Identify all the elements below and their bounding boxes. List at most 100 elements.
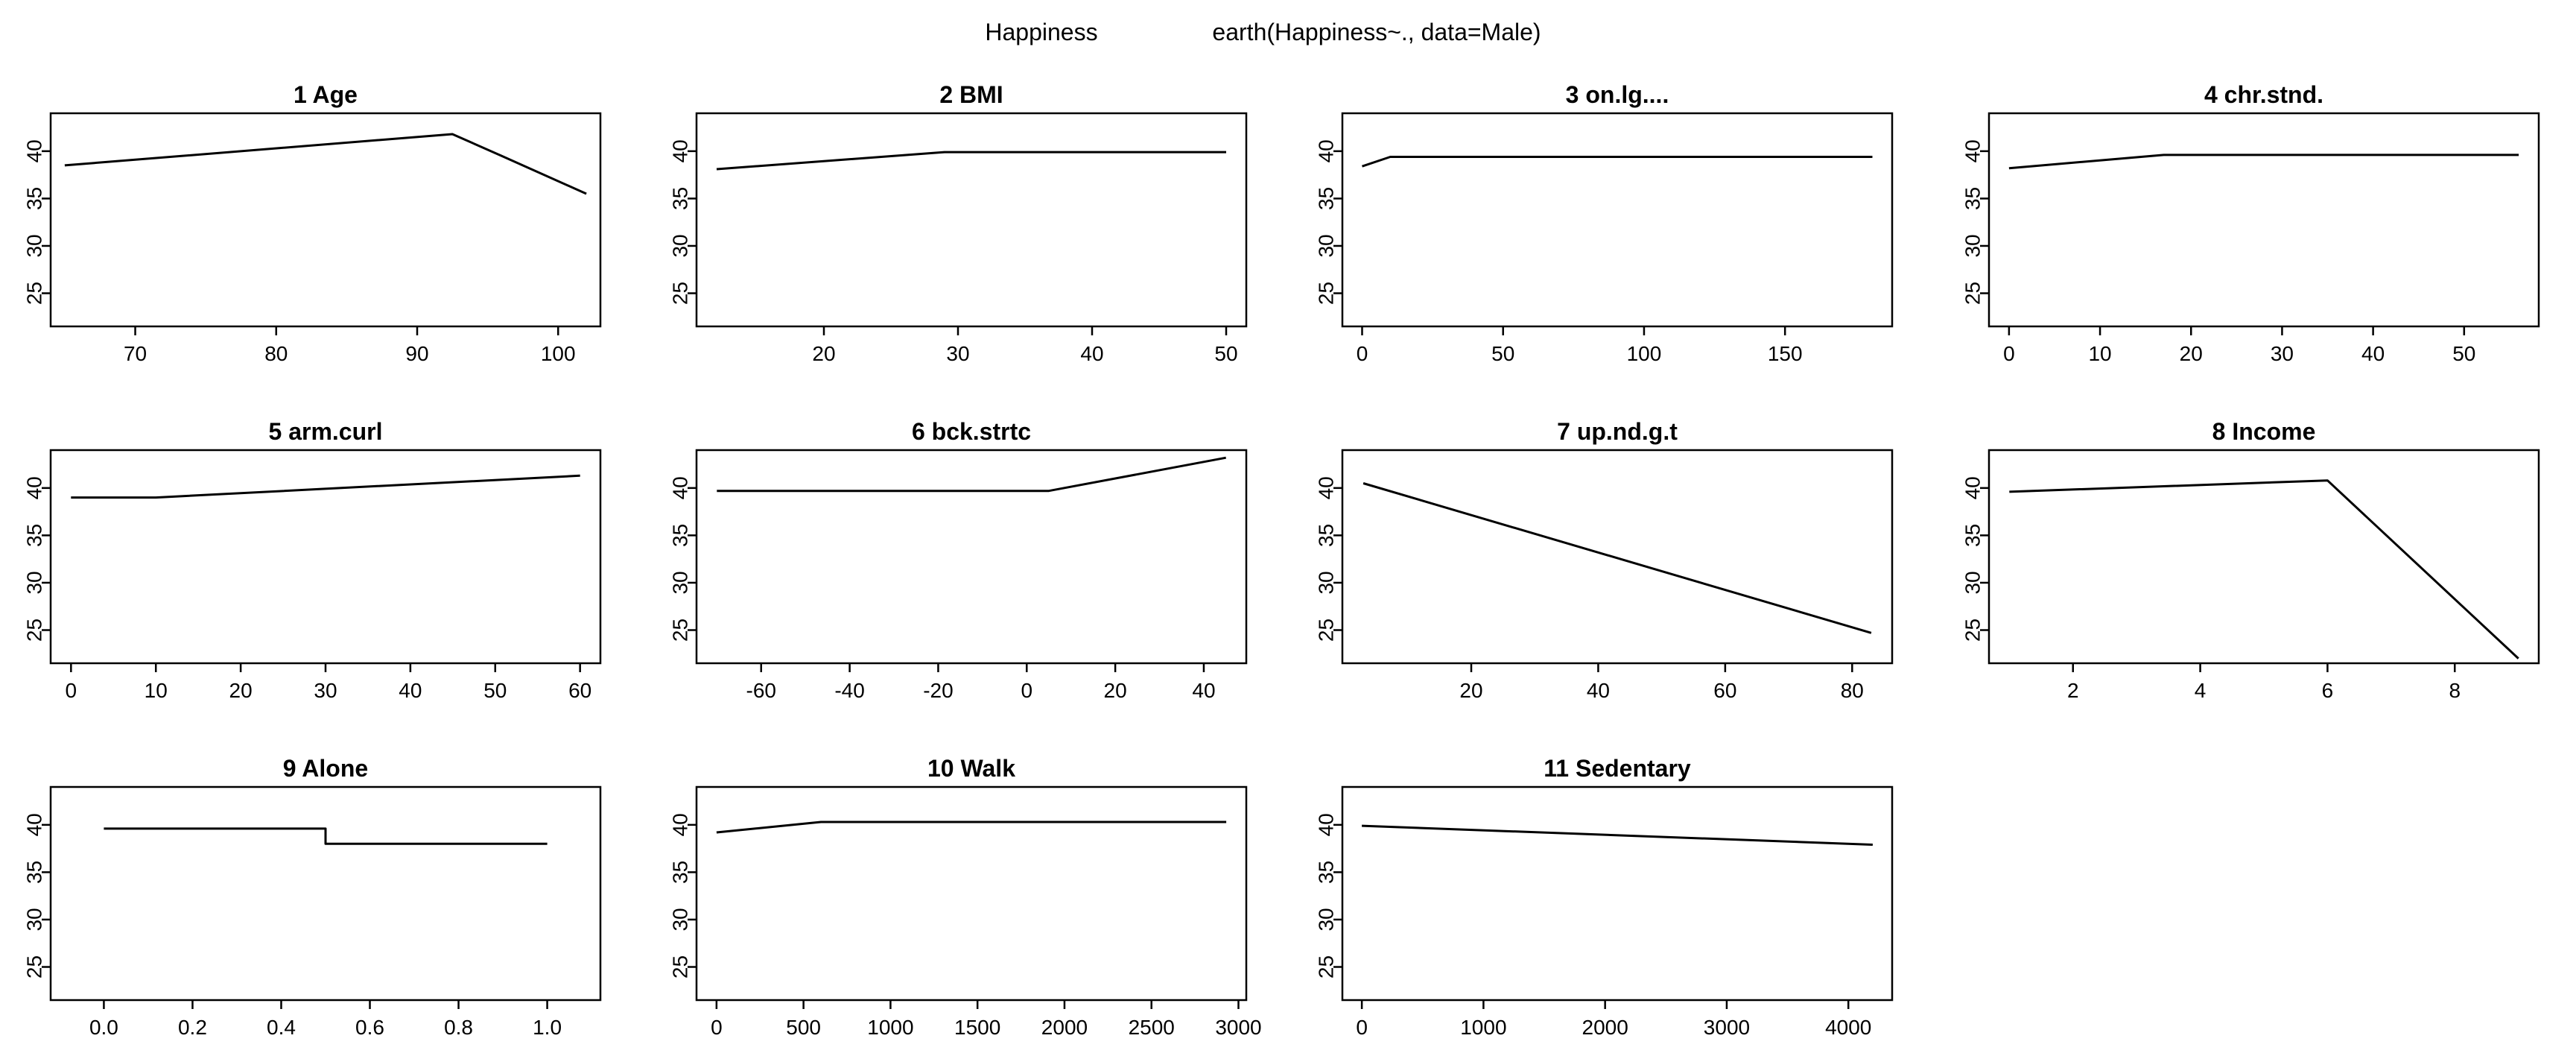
- panel-4: 4 chr.stnd. 0 10 20 30 40 50 25 30 35 40: [1961, 81, 2540, 365]
- x-tick-label: 60: [1713, 679, 1736, 702]
- y-tick-label: 30: [669, 571, 692, 594]
- series-line: [64, 133, 587, 195]
- plot-frame: [49, 785, 602, 1002]
- plot-frame: [695, 785, 1248, 1002]
- series-line: [1362, 824, 1873, 846]
- x-tick-label: 20: [1459, 679, 1482, 702]
- x-tick-label: 90: [405, 342, 428, 365]
- panel-11: 11 Sedentary 0 1000 2000 3000 4000 25 30 35 40: [1315, 755, 1894, 1039]
- x-tick-label: 0: [66, 679, 77, 702]
- x-tick-label: 2000: [1582, 1016, 1628, 1039]
- plot-frame: [49, 449, 602, 665]
- x-tick-label: 0: [1356, 1016, 1368, 1039]
- panel-8: 8 Income 2 4 6 8 25 30 35 40: [1961, 418, 2540, 702]
- x-tick-label: 2: [2067, 679, 2079, 702]
- x-tick-label: 30: [2271, 342, 2294, 365]
- y-tick-label: 35: [669, 524, 692, 547]
- y-tick-label: 40: [669, 813, 692, 836]
- panel-title: 4 chr.stnd.: [2204, 81, 2323, 108]
- y-tick-label: 35: [1961, 524, 1985, 547]
- plot-frame: [695, 449, 1248, 665]
- y-tick-label: 30: [1315, 234, 1338, 257]
- x-tick-label: 500: [786, 1016, 821, 1039]
- y-tick-label: 25: [1315, 282, 1338, 305]
- x-tick-label: -60: [746, 679, 776, 702]
- panel-title: 8 Income: [2212, 418, 2316, 445]
- y-tick-label: 25: [669, 955, 692, 978]
- y-tick-label: 40: [1315, 476, 1338, 499]
- panel-title: 6 bck.strtc: [912, 418, 1031, 445]
- series-line: [1362, 156, 1873, 168]
- x-tick-label: 0.8: [444, 1016, 473, 1039]
- x-tick-label: 1000: [1460, 1016, 1506, 1039]
- series-line: [104, 827, 548, 845]
- x-tick-label: 10: [2088, 342, 2111, 365]
- x-tick-label: 3000: [1215, 1016, 1261, 1039]
- x-tick-label: 2000: [1041, 1016, 1088, 1039]
- x-tick-label: 4: [2195, 679, 2207, 702]
- x-tick-label: 20: [229, 679, 253, 702]
- x-tick-label: 150: [1768, 342, 1803, 365]
- y-tick-label: 30: [669, 908, 692, 931]
- panel-7: 7 up.nd.g.t 20 40 60 80 25 30 35 40: [1315, 418, 1894, 702]
- x-tick-label: -40: [834, 679, 864, 702]
- series-line: [2008, 154, 2519, 170]
- y-tick-label: 25: [669, 619, 692, 642]
- x-tick-label: 40: [1587, 679, 1610, 702]
- y-tick-label: 35: [669, 861, 692, 884]
- x-tick-label: 4000: [1825, 1016, 1871, 1039]
- y-tick-label: 30: [1315, 571, 1338, 594]
- x-tick-label: 80: [264, 342, 288, 365]
- x-tick-label: 0: [711, 1016, 723, 1039]
- x-tick-label: 10: [145, 679, 168, 702]
- y-tick-label: 35: [1315, 861, 1338, 884]
- panel-title: 5 arm.curl: [269, 418, 383, 445]
- panel-6: 6 bck.strtc -60 -40 -20 0 20 40 25 30 35 40: [669, 418, 1248, 702]
- y-tick-label: 30: [669, 234, 692, 257]
- y-tick-label: 35: [1961, 187, 1985, 210]
- x-tick-label: 50: [1491, 342, 1514, 365]
- figure-title-response: Happiness: [985, 19, 1097, 45]
- y-tick-label: 25: [1315, 955, 1338, 978]
- y-tick-label: 40: [669, 476, 692, 499]
- plot-frame: [1341, 785, 1894, 1002]
- y-tick-label: 35: [23, 861, 46, 884]
- y-tick-label: 35: [23, 524, 46, 547]
- panel-9: 9 Alone 0.0 0.2 0.4 0.6 0.8 1.0 25 30 35 40: [23, 755, 602, 1039]
- y-tick-label: 40: [669, 139, 692, 162]
- series-line: [716, 151, 1226, 171]
- y-tick-label: 35: [23, 187, 46, 210]
- y-tick-label: 35: [669, 187, 692, 210]
- x-tick-label: 40: [1080, 342, 1103, 365]
- series-line: [717, 456, 1226, 493]
- x-tick-label: 2500: [1129, 1016, 1175, 1039]
- y-tick-label: 30: [23, 234, 46, 257]
- y-tick-label: 30: [1961, 571, 1985, 594]
- x-tick-label: -20: [923, 679, 953, 702]
- x-tick-label: 0.0: [89, 1016, 118, 1039]
- y-tick-label: 25: [1961, 282, 1985, 305]
- panel-title: 1 Age: [294, 81, 358, 108]
- x-tick-label: 30: [946, 342, 969, 365]
- x-tick-label: 40: [2361, 342, 2385, 365]
- series-line: [2009, 479, 2519, 660]
- x-tick-label: 1500: [954, 1016, 1000, 1039]
- panel-5: 5 arm.curl 0 10 20 30 40 50 60 25 30 35 40: [23, 418, 602, 702]
- x-tick-label: 20: [2180, 342, 2203, 365]
- x-tick-label: 6: [2322, 679, 2334, 702]
- y-tick-label: 30: [1315, 908, 1338, 931]
- x-tick-label: 80: [1841, 679, 1864, 702]
- plot-frame: [1987, 112, 2540, 328]
- y-tick-label: 40: [23, 139, 46, 162]
- y-tick-label: 40: [1315, 813, 1338, 836]
- x-tick-label: 40: [1192, 679, 1215, 702]
- x-tick-label: 0.6: [355, 1016, 384, 1039]
- panel-title: 9 Alone: [283, 755, 368, 782]
- panel-10: 10 Walk 0 500 1000 1500 2000 2500 3000 25 30 35 40: [669, 755, 1262, 1039]
- x-tick-label: 20: [812, 342, 835, 365]
- panel-2: 2 BMI 20 30 40 50 25 30 35 40: [669, 81, 1248, 365]
- x-tick-label: 0.4: [267, 1016, 296, 1039]
- x-tick-label: 50: [2452, 342, 2475, 365]
- panel-title: 3 on.lg....: [1566, 81, 1669, 108]
